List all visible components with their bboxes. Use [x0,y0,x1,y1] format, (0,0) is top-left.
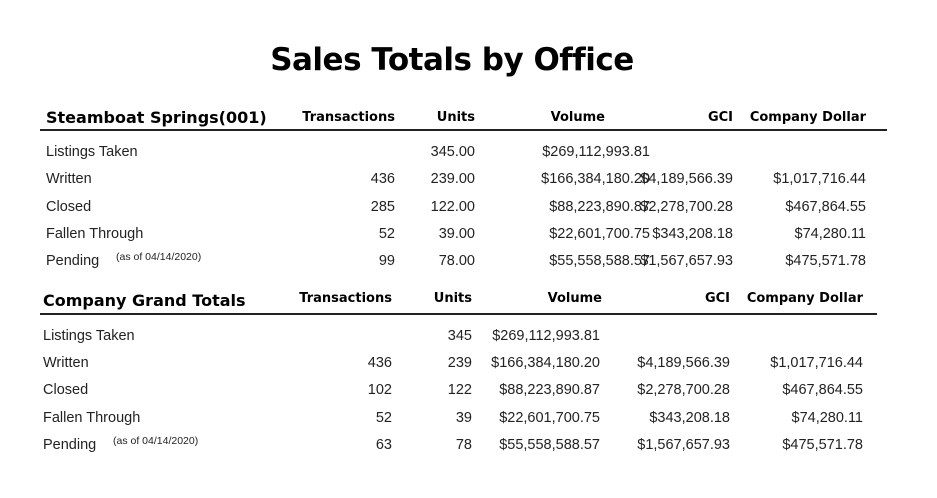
cell-gci: $343,208.18 [649,410,730,426]
cell-units: 345.00 [430,144,475,160]
cell-transactions: 102 [367,382,392,398]
cell-volume: $166,384,180.20 [491,355,600,371]
cell-volume: $166,384,180.20 [541,171,650,187]
cell-gci: $2,278,700.28 [640,199,733,215]
table-row: Written 436 239 $166,384,180.20 $4,189,5… [43,355,883,377]
col-header-gci: GCI [704,291,730,306]
cell-gci: $4,189,566.39 [640,171,733,187]
table-row: Listings Taken 345 $269,112,993.81 [43,328,883,350]
section-title: Company Grand Totals [43,291,246,310]
table-row: Closed 285 122.00 $88,223,890.87 $2,278,… [46,199,886,221]
cell-volume: $55,558,588.57 [549,253,650,269]
table-row: Fallen Through 52 39.00 $22,601,700.75 $… [46,226,886,248]
col-header-units: Units [436,110,475,125]
cell-volume: $88,223,890.87 [549,199,650,215]
table-row: Closed 102 122 $88,223,890.87 $2,278,700… [43,382,883,404]
cell-company-dollar: $467,864.55 [785,199,866,215]
row-label: Fallen Through [46,226,144,242]
cell-company-dollar: $1,017,716.44 [773,171,866,187]
cell-gci: $1,567,657.93 [640,253,733,269]
cell-gci: $1,567,657.93 [637,437,730,453]
cell-units: 122 [447,382,472,398]
cell-company-dollar: $1,017,716.44 [770,355,863,371]
col-header-gci: GCI [707,110,733,125]
cell-units: 239.00 [430,171,475,187]
cell-gci: $4,189,566.39 [637,355,730,371]
header-divider [40,129,887,131]
cell-volume: $269,112,993.81 [542,144,650,160]
row-label: Closed [43,382,89,398]
cell-company-dollar: $475,571.78 [782,437,863,453]
cell-volume: $88,223,890.87 [499,382,600,398]
cell-company-dollar: $475,571.78 [785,253,866,269]
cell-gci: $2,278,700.28 [637,382,730,398]
cell-units: 239 [447,355,472,371]
cell-company-dollar: $467,864.55 [782,382,863,398]
table-row: Pending (as of 04/14/2020) 63 78 $55,558… [43,435,883,459]
cell-transactions: 436 [370,171,395,187]
cell-units: 39.00 [438,226,475,242]
col-header-volume: Volume [547,291,602,306]
col-header-volume: Volume [550,110,605,125]
cell-volume: $22,601,700.75 [499,410,600,426]
section-title: Steamboat Springs(001) [46,108,267,127]
row-label: Pending [46,253,100,269]
pending-date-note: (as of 04/14/2020) [116,251,202,263]
col-header-transactions: Transactions [299,291,392,306]
table-row: Fallen Through 52 39 $22,601,700.75 $343… [43,410,883,432]
header-divider [40,313,877,315]
cell-transactions: 436 [367,355,392,371]
cell-transactions: 52 [375,410,392,426]
col-header-company-dollar: Company Dollar [749,110,866,125]
row-label: Pending [43,437,97,453]
cell-volume: $269,112,993.81 [492,328,600,344]
row-label: Fallen Through [43,410,141,426]
cell-units: 78 [455,437,472,453]
cell-transactions: 285 [370,199,395,215]
cell-units: 39 [455,410,472,426]
cell-units: 122.00 [430,199,475,215]
cell-company-dollar: $74,280.11 [794,226,867,242]
pending-date-note: (as of 04/14/2020) [113,435,199,447]
cell-volume: $22,601,700.75 [549,226,650,242]
table-row: Listings Taken 345.00 $269,112,993.81 [46,144,886,166]
cell-transactions: 52 [378,226,395,242]
row-label: Written [46,171,92,187]
row-label: Listings Taken [46,144,138,160]
cell-transactions: 99 [378,253,395,269]
col-header-company-dollar: Company Dollar [746,291,863,306]
cell-units: 345 [447,328,472,344]
table-row: Written 436 239.00 $166,384,180.20 $4,18… [46,171,886,193]
cell-company-dollar: $74,280.11 [791,410,864,426]
row-label: Written [43,355,89,371]
col-header-units: Units [433,291,472,306]
row-label: Listings Taken [43,328,135,344]
row-label: Closed [46,199,92,215]
cell-units: 78.00 [438,253,475,269]
report-title: Sales Totals by Office [270,42,634,78]
cell-volume: $55,558,588.57 [499,437,600,453]
cell-gci: $343,208.18 [652,226,733,242]
col-header-transactions: Transactions [302,110,395,125]
table-row: Pending (as of 04/14/2020) 99 78.00 $55,… [46,251,886,275]
cell-transactions: 63 [375,437,392,453]
